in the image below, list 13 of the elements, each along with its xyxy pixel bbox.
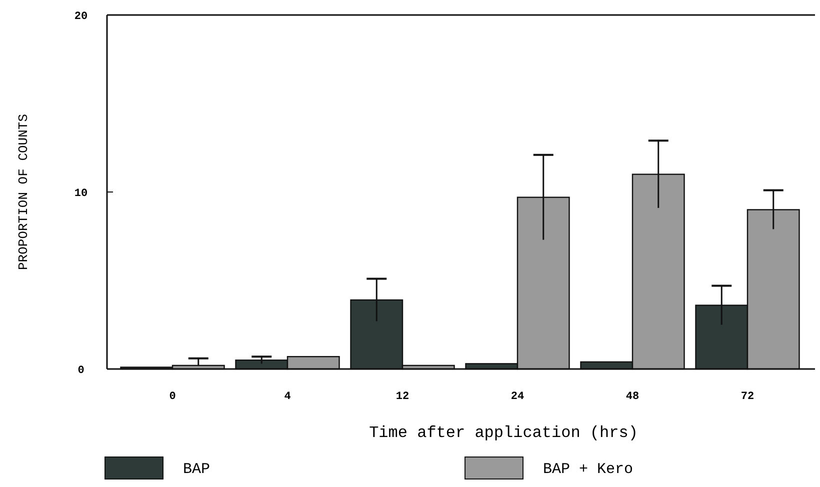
x-tick-label: 24	[510, 391, 524, 403]
x-tick-label: 4	[284, 391, 292, 403]
x-tick-label: 72	[740, 391, 754, 403]
y-tick-label: 20	[74, 10, 88, 23]
legend-label: BAP	[183, 461, 210, 478]
y-axis-title: PROPORTION OF COUNTS	[16, 114, 31, 270]
x-tick-label: 48	[626, 391, 640, 403]
x-tick-label: 12	[396, 391, 410, 403]
legend-label: BAP + Kero	[543, 461, 634, 478]
y-tick-label: 10	[74, 188, 88, 200]
x-axis-title: Time after application (hrs)	[369, 424, 638, 442]
x-tick-label: 0	[169, 391, 176, 403]
y-tick-label: 0	[78, 364, 84, 377]
